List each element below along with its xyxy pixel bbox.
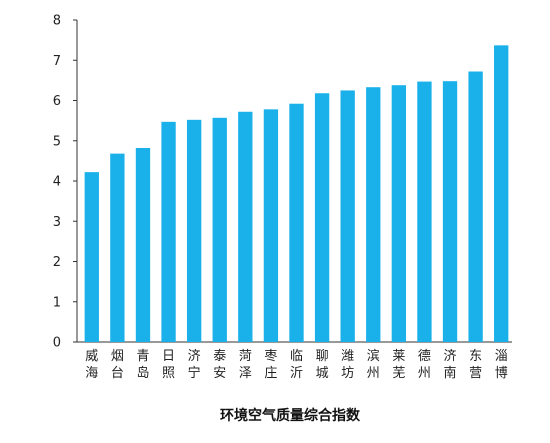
- x-tick-char: 台: [111, 366, 124, 381]
- x-tick-char: 枣: [264, 349, 277, 364]
- bar: [263, 109, 279, 342]
- y-tick-label: 2: [53, 255, 61, 270]
- x-tick-char: 青: [136, 349, 149, 364]
- y-tick-labels: 0 1 2 3 4 5 6 7 8: [53, 14, 61, 351]
- y-tick-label: 0: [53, 336, 61, 351]
- bar: [135, 147, 151, 342]
- x-tick-label: 济宁: [188, 349, 201, 381]
- x-tick-char: 宁: [188, 365, 201, 381]
- x-tick-label: 莱芜: [392, 349, 405, 381]
- bar: [289, 103, 304, 342]
- bars: [84, 45, 509, 343]
- x-tick-label: 东营: [469, 349, 482, 381]
- bar: [186, 119, 202, 342]
- x-tick-label: 日照: [162, 349, 175, 381]
- x-tick-char: 德: [418, 349, 431, 364]
- x-tick-label: 滨州: [367, 348, 380, 381]
- x-tick-char: 坊: [341, 366, 354, 381]
- x-tick-char: 烟: [111, 349, 124, 364]
- bar: [417, 81, 432, 343]
- x-tick-char: 泰: [213, 349, 226, 364]
- y-tick-label: 6: [53, 94, 61, 109]
- y-tick-label: 5: [53, 134, 61, 149]
- bar: [494, 45, 509, 343]
- bar: [314, 93, 330, 342]
- x-tick-char: 日: [162, 349, 175, 364]
- bar: [238, 111, 253, 343]
- bar: [84, 172, 99, 342]
- bar: [212, 117, 227, 343]
- y-tick-label: 3: [53, 215, 61, 230]
- x-tick-char: 州: [418, 366, 431, 381]
- x-tick-label: 菏泽: [239, 349, 252, 381]
- x-tick-label: 枣庄: [264, 349, 277, 381]
- x-tick-label: 泰安: [213, 349, 226, 381]
- bar: [110, 153, 125, 342]
- bar: [391, 85, 407, 342]
- y-tick-label: 4: [53, 175, 61, 190]
- y-tick-label: 7: [53, 54, 61, 69]
- x-tick-char: 威: [85, 349, 98, 364]
- x-tick-char: 济: [444, 349, 457, 364]
- x-tick-label: 德州: [418, 349, 431, 381]
- x-tick-char: 南: [444, 365, 457, 381]
- x-tick-char: 芜: [392, 366, 405, 381]
- x-tick-char: 州: [367, 366, 380, 381]
- bar: [161, 121, 176, 343]
- x-tick-label: 潍坊: [341, 349, 354, 381]
- x-tick-label: 济南: [444, 349, 457, 381]
- x-tick-char: 济: [188, 349, 201, 364]
- x-tick-label: 威海: [85, 349, 98, 381]
- x-tick-char: 菏: [239, 349, 252, 364]
- x-tick-char: 淄: [495, 349, 508, 364]
- x-tick-char: 莱: [392, 349, 405, 364]
- x-tick-char: 城: [316, 366, 329, 381]
- x-tick-char: 聊: [316, 349, 329, 364]
- x-axis-title: 环境空气质量综合指数: [220, 407, 361, 424]
- x-tick-char: 临: [290, 349, 303, 364]
- x-tick-char: 庄: [264, 365, 277, 381]
- y-tick-label: 1: [53, 295, 61, 310]
- bar: [340, 90, 355, 342]
- x-tick-char: 营: [469, 366, 482, 381]
- x-tick-char: 海: [85, 366, 98, 381]
- bar: [442, 81, 458, 343]
- x-tick-label: 青岛: [136, 349, 149, 381]
- y-tick-label: 8: [53, 14, 61, 29]
- x-tick-label: 淄博: [495, 349, 508, 381]
- x-tick-char: 滨: [367, 348, 380, 364]
- x-tick-char: 照: [162, 366, 175, 381]
- bar: [468, 71, 483, 343]
- x-tick-char: 东: [469, 349, 482, 364]
- x-tick-char: 岛: [136, 365, 149, 381]
- x-tick-char: 泽: [239, 366, 252, 381]
- x-tick-label: 烟台: [111, 349, 124, 381]
- x-tick-char: 沂: [290, 366, 303, 381]
- bar: [366, 87, 381, 342]
- x-tick-char: 博: [495, 366, 508, 381]
- x-tick-char: 潍: [341, 349, 354, 364]
- x-tick-char: 安: [213, 366, 226, 381]
- x-tick-label: 聊城: [316, 349, 329, 381]
- x-tick-label: 临沂: [290, 349, 303, 381]
